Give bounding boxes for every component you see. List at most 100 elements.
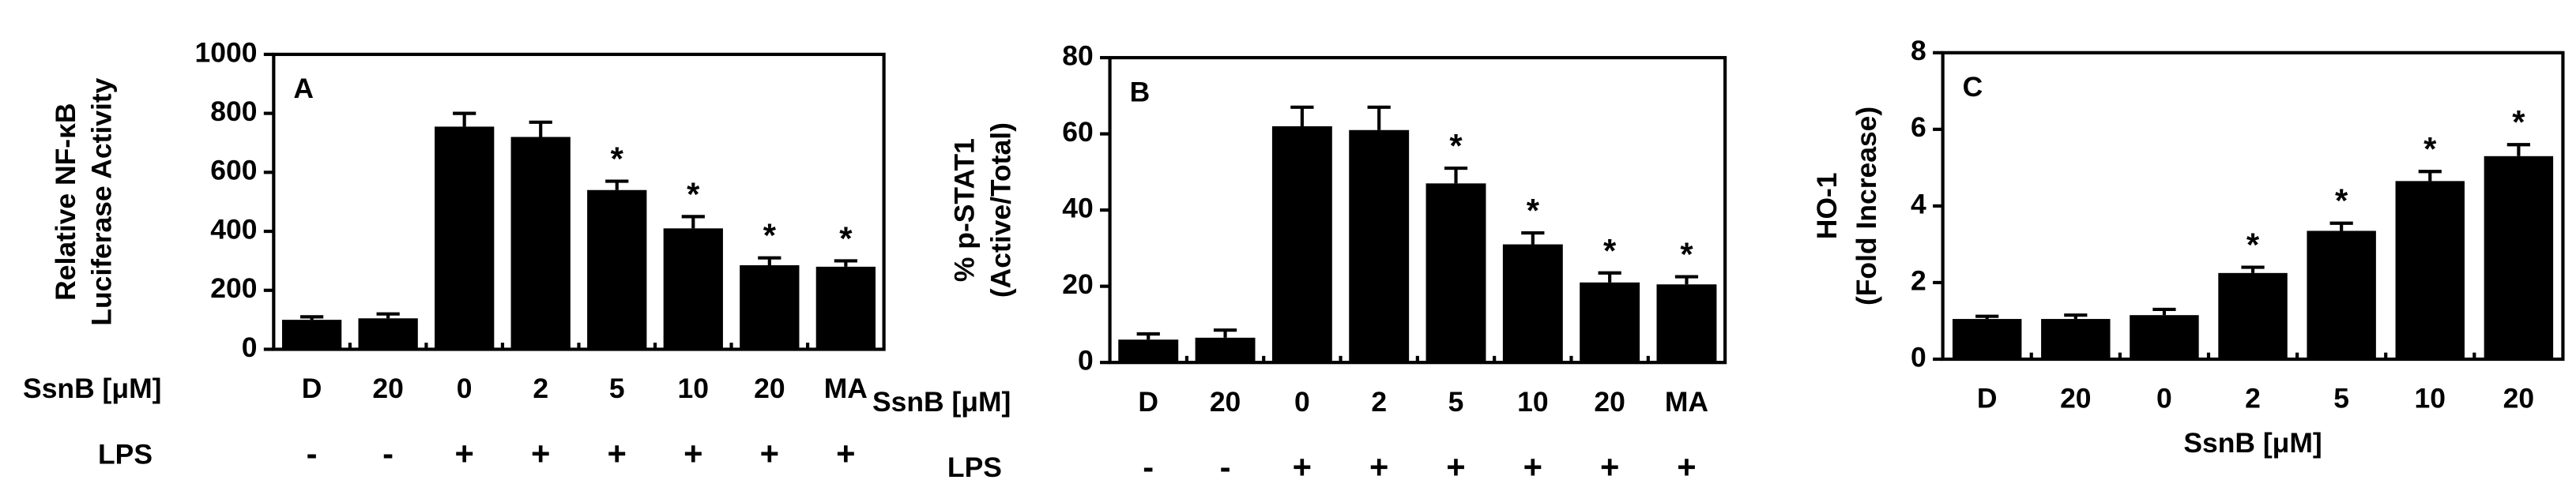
x-tick-label: MA (1665, 386, 1708, 418)
lps-sign: + (608, 435, 627, 472)
x-tick-label: 20 (754, 373, 785, 404)
y-axis-label: HO-1 (1811, 173, 1843, 240)
y-tick-label: 0 (242, 332, 258, 363)
x-tick-label: 20 (1210, 386, 1241, 418)
lps-sign: + (836, 435, 855, 472)
bar (2484, 156, 2554, 360)
significance-star: * (2423, 130, 2437, 167)
x-tick-label: 20 (1594, 386, 1625, 418)
bar (1118, 339, 1179, 363)
x-tick-label: D (302, 373, 322, 404)
lps-sign: + (1523, 448, 1542, 485)
lps-sign: - (382, 435, 394, 472)
bar (1425, 183, 1486, 363)
lps-sign: + (684, 435, 702, 472)
significance-star: * (687, 175, 700, 212)
x-tick-label: 0 (457, 373, 473, 404)
y-axis-label: % p-STAT1 (948, 138, 980, 282)
x-tick-label: 10 (2415, 383, 2446, 414)
x-tick-label: D (1977, 383, 1998, 414)
bar (281, 320, 342, 350)
x-tick-label: 5 (609, 373, 625, 404)
bar (435, 126, 495, 350)
lps-sign: - (1220, 448, 1231, 485)
significance-star: * (763, 217, 777, 254)
bar (2041, 319, 2111, 360)
y-tick-label: 60 (1062, 116, 1093, 148)
panel-label: A (293, 73, 314, 104)
significance-star: * (2512, 103, 2525, 141)
x-tick-label: 0 (2156, 383, 2172, 414)
bar (2307, 231, 2376, 360)
x-tick-label: 10 (1517, 386, 1548, 418)
lps-sign: + (1446, 448, 1465, 485)
y-tick-label: 40 (1062, 192, 1093, 223)
significance-star: * (2335, 182, 2348, 219)
lps-row-label: LPS (98, 439, 153, 470)
lps-sign: + (1293, 448, 1312, 485)
lps-sign: - (1143, 448, 1154, 485)
bar (587, 189, 647, 350)
lps-sign: + (1369, 448, 1388, 485)
bar (815, 266, 876, 350)
significance-star: * (1603, 232, 1617, 269)
y-tick-label: 0 (1911, 341, 1926, 373)
x-tick-label: 2 (533, 373, 548, 404)
x-tick-label: 5 (1448, 386, 1464, 418)
bar (740, 265, 800, 350)
lps-sign: + (1600, 448, 1619, 485)
y-tick-label: 8 (1911, 35, 1926, 66)
bar (1580, 282, 1640, 363)
x-tick-label: 5 (2333, 383, 2349, 414)
x-tick-label: MA (824, 373, 868, 404)
significance-star: * (1449, 127, 1463, 164)
lps-sign: + (454, 435, 473, 472)
category-row-label: SsnB [μM] (23, 373, 161, 404)
y-tick-label: 80 (1062, 39, 1093, 71)
x-axis-label: SsnB [μM] (2183, 427, 2322, 459)
bar (1349, 129, 1410, 363)
lps-sign: + (1677, 448, 1696, 485)
lps-row-label: LPS (947, 452, 1002, 483)
y-tick-label: 600 (210, 155, 257, 186)
y-tick-label: 400 (210, 213, 257, 245)
bar (510, 137, 571, 350)
y-tick-label: 2 (1911, 264, 1926, 296)
panel-label: B (1130, 76, 1151, 107)
y-tick-label: 200 (210, 272, 257, 304)
bar (1952, 319, 2022, 360)
significance-star: * (2246, 227, 2260, 264)
significance-star: * (1680, 236, 1693, 273)
bar (2395, 181, 2465, 360)
lps-sign: + (531, 435, 550, 472)
significance-star: * (839, 219, 853, 257)
lps-sign: + (760, 435, 779, 472)
y-tick-label: 0 (1078, 345, 1094, 377)
x-tick-label: 2 (1371, 386, 1387, 418)
y-tick-label: 1000 (195, 36, 258, 68)
bar (1195, 337, 1256, 363)
bar (2218, 272, 2288, 360)
bar (358, 318, 418, 350)
x-tick-label: 20 (2503, 383, 2534, 414)
bar (1502, 244, 1563, 363)
y-axis-label: Luciferase Activity (86, 77, 118, 325)
bar (663, 228, 723, 350)
lps-sign: - (307, 435, 318, 472)
y-tick-label: 20 (1062, 268, 1093, 300)
significance-star: * (611, 141, 624, 178)
bar (1271, 126, 1332, 363)
x-tick-label: D (1138, 386, 1158, 418)
y-tick-label: 4 (1911, 188, 1926, 219)
bar (1656, 284, 1717, 363)
category-row-label: SsnB [μM] (872, 386, 1011, 418)
x-tick-label: 20 (372, 373, 403, 404)
x-tick-label: 2 (2245, 383, 2261, 414)
significance-star: * (1527, 192, 1540, 229)
y-tick-label: 6 (1911, 111, 1926, 143)
bar (2130, 315, 2199, 360)
y-tick-label: 800 (210, 96, 257, 127)
x-tick-label: 0 (1294, 386, 1310, 418)
